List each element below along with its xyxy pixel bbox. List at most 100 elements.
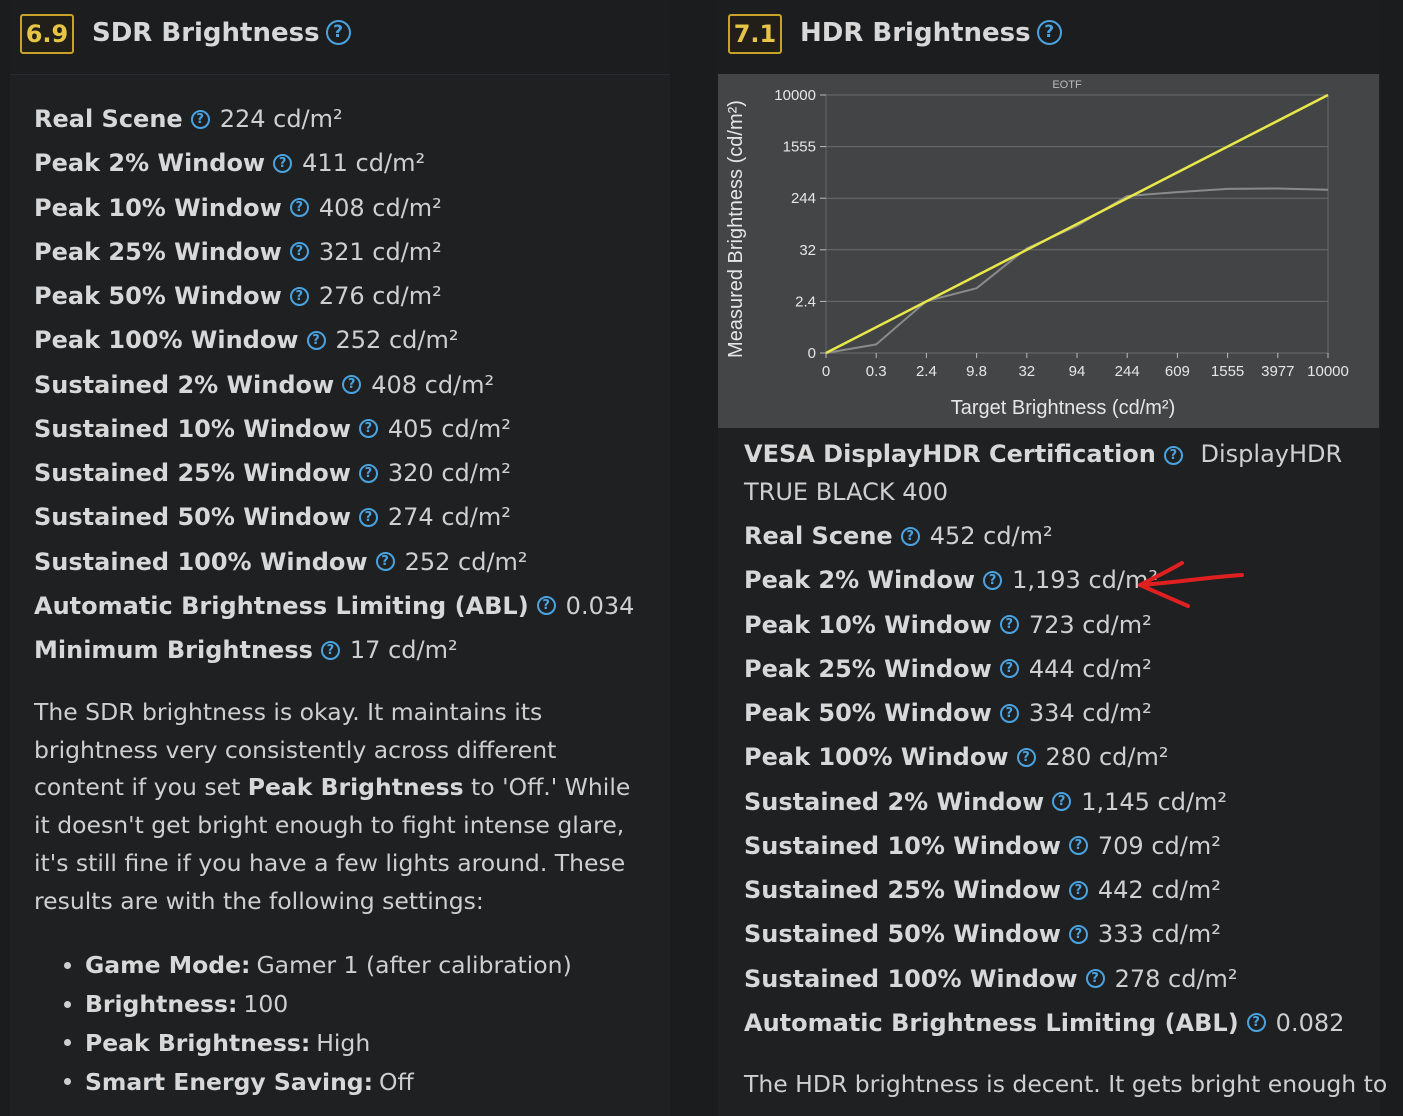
chart-x-axis-label: Target Brightness (cd/m²) xyxy=(951,397,1176,419)
metric-value: 274 cd/m² xyxy=(387,503,511,532)
metric-value: 0.082 xyxy=(1275,1008,1345,1037)
help-icon[interactable]: ? xyxy=(900,526,920,546)
chart-y-ticks: 0 2.4 32 244 1555 10000 xyxy=(774,87,826,362)
metric-label: Sustained 2% Window xyxy=(744,787,1045,816)
help-icon[interactable]: ? xyxy=(1052,792,1072,812)
help-icon[interactable]: ? xyxy=(1016,747,1036,767)
help-icon[interactable]: ? xyxy=(325,20,351,45)
metric-value: 444 cd/m² xyxy=(1028,654,1152,683)
chart-x-tick-label: 0.3 xyxy=(866,363,887,380)
metric-row: Peak 50% Window? 276 cd/m² xyxy=(34,274,660,318)
help-icon[interactable]: ? xyxy=(1246,1013,1266,1033)
help-icon[interactable]: ? xyxy=(342,375,362,395)
metric-row: Real Scene? 452 cd/m² xyxy=(744,514,1370,558)
setting-value: Off xyxy=(379,1067,414,1096)
metric-row: Sustained 50% Window? 333 cd/m² xyxy=(744,912,1370,956)
help-icon[interactable]: ? xyxy=(273,153,293,173)
bullet-icon xyxy=(64,1000,71,1008)
metric-label: Minimum Brightness xyxy=(34,636,313,665)
help-icon[interactable]: ? xyxy=(999,615,1019,635)
eotf-chart: EOTF 0 2.4 32 244 1555 10000 0 0.3 2.4 9.8 32 94 24… xyxy=(718,74,1379,428)
help-icon[interactable]: ? xyxy=(983,570,1003,590)
metric-value: 408 cd/m² xyxy=(371,370,495,399)
help-icon[interactable]: ? xyxy=(1068,880,1088,900)
metric-row: Sustained 2% Window? 1,145 cd/m² xyxy=(744,780,1370,824)
metric-value: 442 cd/m² xyxy=(1097,876,1221,905)
metric-value: 321 cd/m² xyxy=(318,237,442,266)
hdr-certification-label: VESA DisplayHDR Certification xyxy=(744,440,1156,468)
help-icon[interactable]: ? xyxy=(375,552,395,572)
sdr-brightness-panel: 6.9 SDR Brightness? Real Scene? 224 cd/m²… xyxy=(10,0,670,1116)
help-icon[interactable]: ? xyxy=(1068,836,1088,856)
metric-label: Peak 10% Window xyxy=(744,610,992,639)
setting-value: Gamer 1 (after calibration) xyxy=(256,951,572,980)
help-icon[interactable]: ? xyxy=(1163,446,1183,465)
metric-label: Real Scene xyxy=(744,522,893,551)
chart-x-tick-label: 0 xyxy=(822,363,830,380)
chart-series xyxy=(825,93,1329,355)
help-icon[interactable]: ? xyxy=(289,242,309,262)
help-icon[interactable]: ? xyxy=(1036,20,1062,45)
help-icon[interactable]: ? xyxy=(190,109,210,129)
chart-x-tick-label: 94 xyxy=(1069,363,1086,380)
sdr-section-header: 6.9 SDR Brightness? xyxy=(10,0,670,75)
metric-label: Peak 100% Window xyxy=(744,743,1009,772)
metric-row: Peak 50% Window? 334 cd/m² xyxy=(744,691,1370,735)
settings-list-item: Smart Energy Saving: Off xyxy=(34,1062,572,1101)
metric-row: Peak 100% Window? 252 cd/m² xyxy=(34,318,660,362)
help-icon[interactable]: ? xyxy=(358,507,378,527)
metric-label: Automatic Brightness Limiting (ABL) xyxy=(34,591,529,620)
sdr-description-part2: to 'Off.' While it doesn't get bright en… xyxy=(34,773,631,915)
metric-row: Peak 10% Window? 408 cd/m² xyxy=(34,186,660,230)
settings-list-item: Peak Brightness: High xyxy=(34,1024,572,1063)
metric-row: Sustained 25% Window? 442 cd/m² xyxy=(744,868,1370,912)
chart-x-tick-label: 10000 xyxy=(1307,363,1349,380)
help-icon[interactable]: ? xyxy=(1085,969,1105,989)
metric-value: 1,193 cd/m² xyxy=(1012,566,1158,595)
metric-value: 280 cd/m² xyxy=(1045,743,1169,772)
setting-label: Game Mode: xyxy=(85,951,251,980)
help-icon[interactable]: ? xyxy=(999,659,1019,679)
chart-x-tick-label: 244 xyxy=(1115,363,1140,380)
help-icon[interactable]: ? xyxy=(536,596,556,616)
chart-x-tick-label: 1555 xyxy=(1211,363,1244,380)
metric-row: Real Scene? 224 cd/m² xyxy=(34,97,660,141)
sdr-title-text: SDR Brightness xyxy=(92,18,320,48)
metric-label: Peak 25% Window xyxy=(34,237,282,266)
hdr-title-text: HDR Brightness xyxy=(800,18,1031,48)
metric-row: Peak 25% Window? 321 cd/m² xyxy=(34,230,660,274)
settings-list-item: Game Mode: Gamer 1 (after calibration) xyxy=(34,946,572,985)
metric-row: Automatic Brightness Limiting (ABL)? 0.03… xyxy=(34,584,660,628)
chart-x-tick-label: 609 xyxy=(1165,363,1190,380)
metric-value: 411 cd/m² xyxy=(302,149,426,178)
sdr-description-bold: Peak Brightness xyxy=(247,773,464,802)
metric-label: Sustained 2% Window xyxy=(34,370,335,399)
chart-y-axis-label: Measured Brightness (cd/m²) xyxy=(725,100,747,358)
chart-x-tick-label: 2.4 xyxy=(916,363,937,380)
metric-label: Sustained 50% Window xyxy=(744,920,1061,949)
metric-value: 224 cd/m² xyxy=(219,105,343,134)
chart-y-tick-label: 2.4 xyxy=(795,293,816,310)
settings-list-item: Brightness: 100 xyxy=(34,985,572,1024)
metric-value: 278 cd/m² xyxy=(1114,964,1238,993)
help-icon[interactable]: ? xyxy=(320,640,340,660)
hdr-description: The HDR brightness is decent. It gets br… xyxy=(744,1070,1388,1098)
metric-label: Sustained 100% Window xyxy=(34,547,368,576)
help-icon[interactable]: ? xyxy=(999,703,1019,723)
metric-row: Peak 25% Window? 444 cd/m² xyxy=(744,647,1370,691)
metric-value: 334 cd/m² xyxy=(1028,699,1152,728)
metric-value: 276 cd/m² xyxy=(318,282,442,311)
help-icon[interactable]: ? xyxy=(1068,924,1088,944)
metric-value: 723 cd/m² xyxy=(1028,610,1152,639)
metric-row: Sustained 100% Window? 252 cd/m² xyxy=(34,540,660,584)
chart-y-tick-label: 32 xyxy=(799,242,816,259)
metric-value: 405 cd/m² xyxy=(387,414,511,443)
metric-label: Real Scene xyxy=(34,105,183,134)
help-icon[interactable]: ? xyxy=(289,286,309,306)
hdr-certification: VESA DisplayHDR Certification? DisplayHD… xyxy=(744,435,1364,511)
help-icon[interactable]: ? xyxy=(289,198,309,218)
setting-label: Brightness: xyxy=(85,990,238,1019)
help-icon[interactable]: ? xyxy=(358,463,378,483)
help-icon[interactable]: ? xyxy=(306,330,326,350)
help-icon[interactable]: ? xyxy=(358,419,378,439)
